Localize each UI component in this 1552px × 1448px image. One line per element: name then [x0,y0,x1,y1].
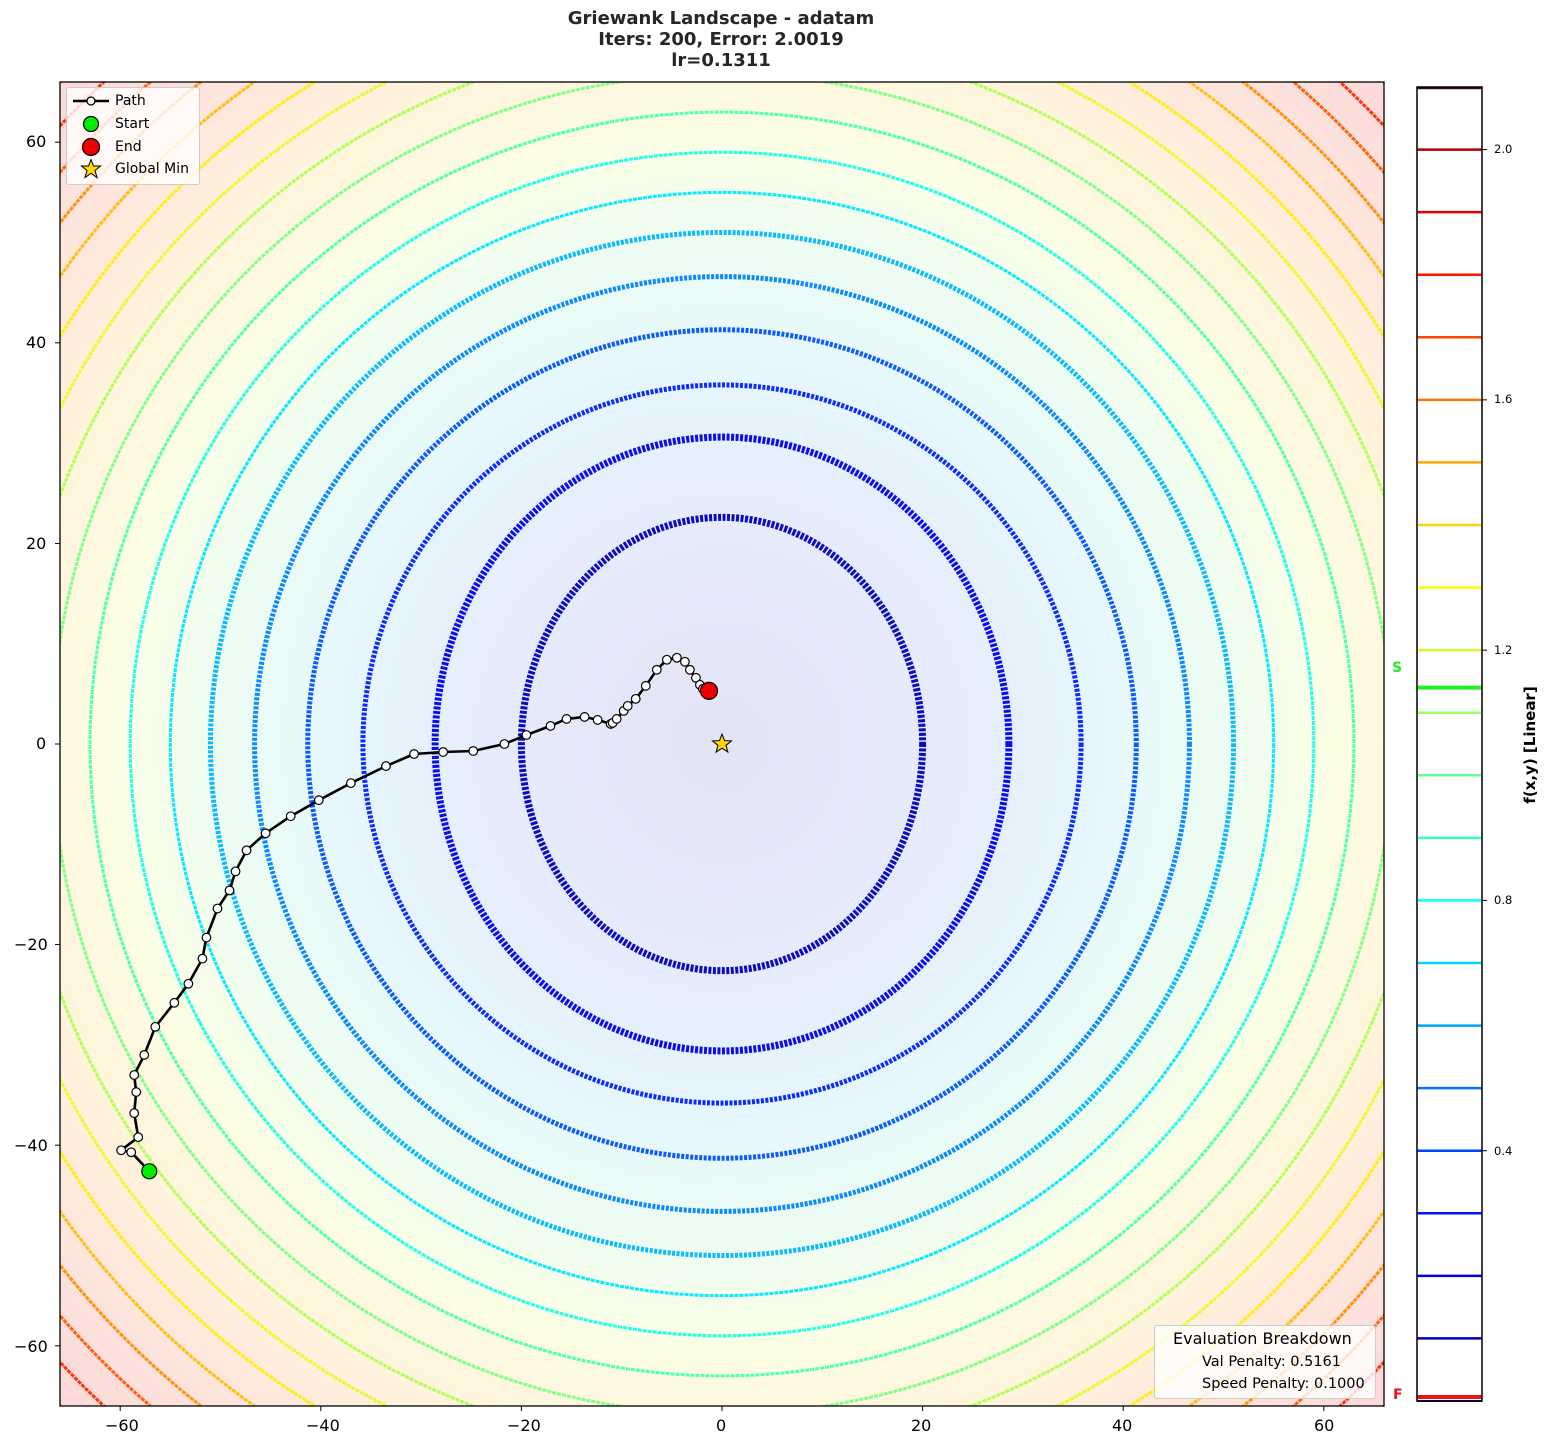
x-tick-label: −60 [105,1416,139,1435]
title-line-1: Griewank Landscape - adatam [567,8,875,29]
colorbar-tick-label: 1.2 [1494,643,1513,657]
colorbar-final-marker: F [1393,1387,1403,1403]
x-tick-label: −20 [507,1416,541,1435]
y-tick-label: 60 [26,132,47,151]
evaluation-breakdown-box: Evaluation Breakdown Val Penalty: 0.5161… [1154,1325,1376,1399]
colorbar [1416,86,1487,1402]
axis-ticks [55,141,1325,1411]
path-line-icon [73,96,109,106]
x-tick-label: 40 [1112,1416,1133,1435]
y-tick-label: 0 [36,734,47,753]
colorbar-tick-label: 0.4 [1494,1144,1513,1158]
star-icon [80,158,102,179]
x-tick-label: −40 [306,1416,340,1435]
legend-label: Global Min [115,161,189,177]
title-line-3: lr=0.1311 [671,50,771,71]
x-tick-label: 20 [911,1416,932,1435]
y-tick-label: −20 [14,935,48,954]
y-tick-label: 20 [26,534,47,553]
legend-label: Start [115,116,150,132]
title-line-2: Iters: 200, Error: 2.0019 [598,29,844,50]
colorbar-start-marker: S [1392,660,1403,676]
red-circle-icon [81,137,101,157]
chart-title: Griewank Landscape - adatam Iters: 200, … [0,8,1442,71]
y-tick-label: 40 [26,333,47,352]
colorbar-label: f(x,y) [Linear] [1521,686,1539,804]
optimizer-path [116,652,733,1180]
speed-penalty: Speed Penalty: 0.1000 [1202,1376,1365,1392]
colorbar-tick-label: 2.0 [1494,142,1513,156]
x-tick-label: 60 [1314,1416,1335,1435]
y-tick-label: −40 [14,1136,48,1155]
colorbar-tick-label: 0.8 [1494,893,1513,907]
legend-label: End [115,139,142,155]
evaluation-title: Evaluation Breakdown [1173,1329,1352,1348]
y-tick-label: −60 [14,1337,48,1356]
colorbar-tick-label: 1.6 [1494,392,1513,406]
val-penalty: Val Penalty: 0.5161 [1202,1354,1342,1370]
x-tick-label: 0 [716,1416,727,1435]
legend-label: Path [115,93,146,109]
legend: Path Start End Global Min [66,87,200,185]
green-circle-icon [82,115,100,133]
